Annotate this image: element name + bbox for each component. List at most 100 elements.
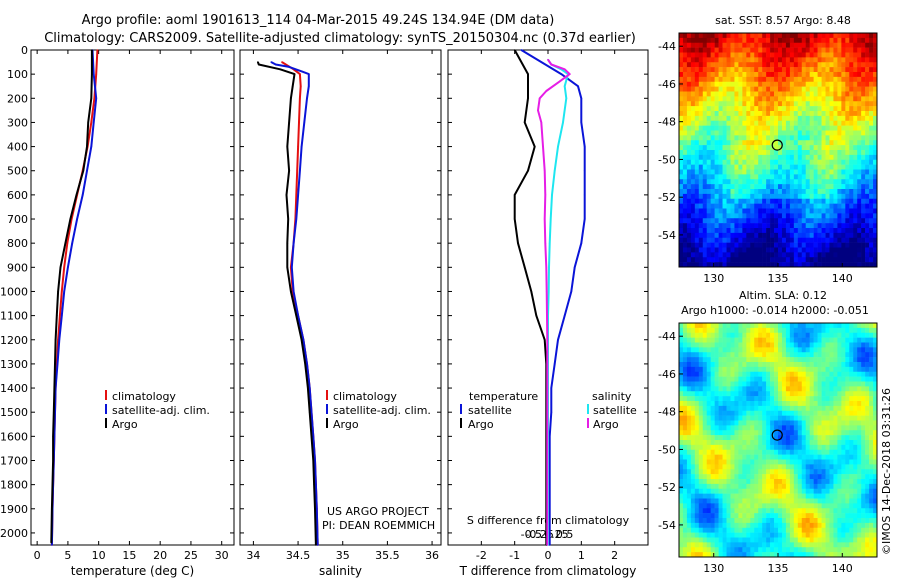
map-cell bbox=[683, 174, 687, 179]
map-cell bbox=[833, 333, 837, 338]
map-cell bbox=[814, 252, 818, 257]
map-cell bbox=[853, 474, 857, 479]
map-cell bbox=[818, 155, 822, 160]
map-cell bbox=[853, 62, 857, 67]
map-cell bbox=[691, 243, 695, 248]
map-cell bbox=[750, 82, 754, 87]
map-cell bbox=[770, 223, 774, 228]
map-cell bbox=[861, 445, 865, 450]
map-cell bbox=[833, 101, 837, 106]
map-cell bbox=[734, 455, 738, 460]
map-cell bbox=[822, 425, 826, 430]
map-cell bbox=[730, 460, 734, 465]
map-cell bbox=[782, 204, 786, 209]
map-cell bbox=[841, 106, 845, 111]
map-cell bbox=[738, 494, 742, 499]
map-cell bbox=[766, 155, 770, 160]
map-cell bbox=[691, 499, 695, 504]
map-cell bbox=[703, 218, 707, 223]
map-cell bbox=[794, 179, 798, 184]
map-cell bbox=[679, 435, 683, 440]
map-cell bbox=[790, 189, 794, 194]
map-cell bbox=[746, 96, 750, 101]
map-cell bbox=[734, 406, 738, 411]
map-cell bbox=[826, 179, 830, 184]
map-cell bbox=[806, 352, 810, 357]
map-cell bbox=[762, 508, 766, 513]
map-cell bbox=[727, 96, 731, 101]
data-point bbox=[541, 122, 543, 124]
map-cell bbox=[695, 189, 699, 194]
map-cell bbox=[829, 328, 833, 333]
map-cell bbox=[734, 160, 738, 165]
map-cell bbox=[837, 38, 841, 43]
map-cell bbox=[711, 72, 715, 77]
map-cell bbox=[869, 474, 873, 479]
data-point bbox=[76, 218, 78, 220]
map-cell bbox=[774, 421, 778, 426]
map-cell bbox=[770, 338, 774, 343]
map-cell bbox=[695, 523, 699, 528]
map-cell bbox=[810, 440, 814, 445]
map-cell bbox=[865, 82, 869, 87]
map-cell bbox=[833, 523, 837, 528]
data-point bbox=[546, 90, 548, 92]
map-cell bbox=[758, 209, 762, 214]
map-cell bbox=[833, 401, 837, 406]
map-cell bbox=[762, 223, 766, 228]
map-cell bbox=[786, 343, 790, 348]
map-cell bbox=[695, 43, 699, 48]
map-cell bbox=[826, 484, 830, 489]
map-cell bbox=[715, 38, 719, 43]
data-point bbox=[534, 146, 536, 148]
map-cell bbox=[723, 204, 727, 209]
map-cell bbox=[723, 489, 727, 494]
map-cell bbox=[845, 450, 849, 455]
map-cell bbox=[746, 248, 750, 253]
map-cell bbox=[802, 469, 806, 474]
map-cell bbox=[861, 338, 865, 343]
map-cell bbox=[754, 106, 758, 111]
map-cell bbox=[754, 435, 758, 440]
map-cell bbox=[770, 367, 774, 372]
map-cell bbox=[742, 323, 746, 328]
map-cell bbox=[750, 121, 754, 126]
map-cell bbox=[738, 131, 742, 136]
map-cell bbox=[837, 357, 841, 362]
map-cell bbox=[727, 126, 731, 131]
map-cell bbox=[754, 503, 758, 508]
map-cell bbox=[754, 421, 758, 426]
map-cell bbox=[762, 464, 766, 469]
map-cell bbox=[707, 333, 711, 338]
map-cell bbox=[738, 67, 742, 72]
map-cell bbox=[727, 357, 731, 362]
map-cell bbox=[826, 357, 830, 362]
map-cell bbox=[869, 77, 873, 82]
map-cell bbox=[798, 347, 802, 352]
map-cell bbox=[695, 357, 699, 362]
map-cell bbox=[853, 323, 857, 328]
map-cell bbox=[750, 179, 754, 184]
map-cell bbox=[861, 194, 865, 199]
map-cell bbox=[790, 213, 794, 218]
map-cell bbox=[703, 469, 707, 474]
map-cell bbox=[750, 416, 754, 421]
map-cell bbox=[774, 199, 778, 204]
map-cell bbox=[829, 323, 833, 328]
map-cell bbox=[754, 101, 758, 106]
map-cell bbox=[750, 518, 754, 523]
map-cell bbox=[853, 243, 857, 248]
map-cell bbox=[723, 106, 727, 111]
map-cell bbox=[699, 494, 703, 499]
map-cell bbox=[762, 248, 766, 253]
data-point bbox=[304, 363, 306, 365]
map-cell bbox=[758, 170, 762, 175]
map-cell bbox=[695, 179, 699, 184]
map-cell bbox=[750, 87, 754, 92]
map-cell bbox=[691, 218, 695, 223]
map-cell bbox=[727, 121, 731, 126]
map-cell bbox=[727, 416, 731, 421]
map-cell bbox=[833, 62, 837, 67]
map-cell bbox=[849, 111, 853, 116]
map-cell bbox=[865, 150, 869, 155]
